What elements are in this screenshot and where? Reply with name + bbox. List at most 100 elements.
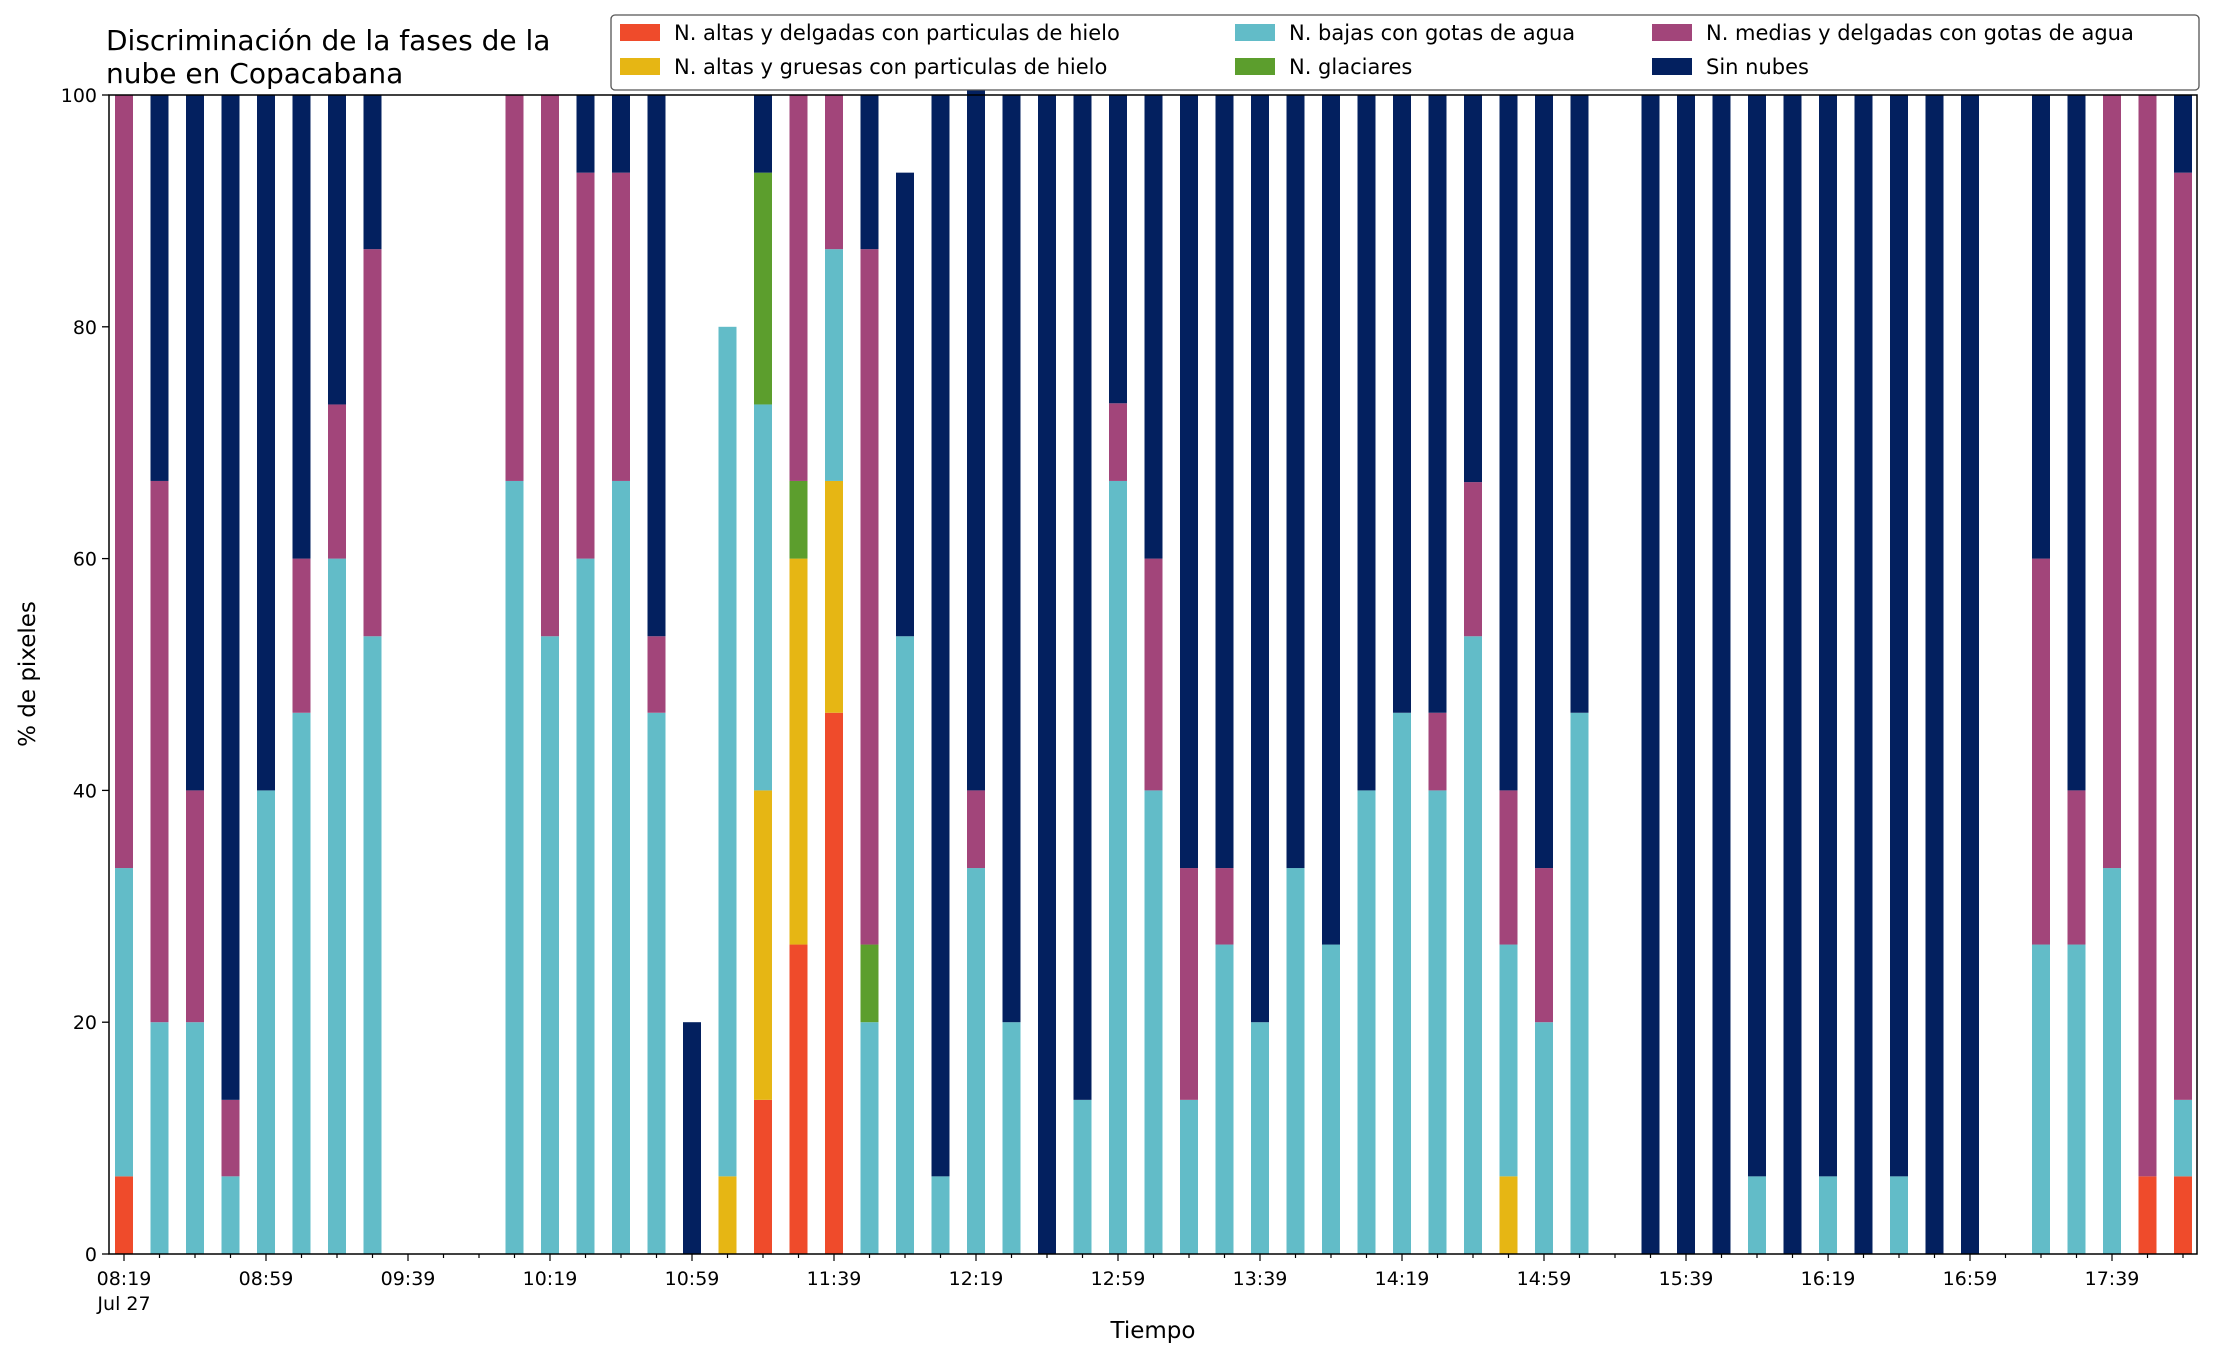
x-tick-label-11: 15:39: [1659, 1268, 1714, 1290]
bar-segment-5-s5: [292, 95, 311, 559]
y-tick-label-4: 80: [73, 317, 97, 339]
bar-segment-34-s2: [1322, 944, 1340, 1254]
y-axis-title: % de pixeles: [15, 601, 41, 747]
bar-segment-41-s2: [1570, 712, 1589, 1254]
bar-segment-38-s4: [1464, 482, 1482, 637]
bar-segment-40-s2: [1535, 1022, 1553, 1254]
x-tick-label-6: 12:19: [949, 1268, 1004, 1290]
bar-segment-30-s4: [1180, 868, 1198, 1100]
bar-segment-7-s5: [363, 95, 382, 250]
bar-segment-6-s2: [328, 558, 346, 1254]
bar-segment-39-s1: [1499, 1176, 1518, 1254]
legend-swatch-0: [620, 24, 660, 41]
bar-segment-4-s5: [257, 95, 275, 791]
bar-segment-54-s4: [2032, 558, 2050, 945]
bar-segment-1-s4: [150, 480, 169, 1023]
bar-segment-28-s5: [1109, 95, 1127, 404]
bar-segment-21-s5: [860, 95, 879, 250]
bar-segment-40-s5: [1535, 95, 1553, 869]
bar-segment-18-s1: [754, 790, 772, 1100]
y-tick-label-5: 100: [61, 85, 97, 107]
x-tick-label-13: 16:59: [1943, 1268, 1998, 1290]
bar-segment-48-s5: [1819, 95, 1837, 1177]
bar-segment-55-s4: [2067, 790, 2086, 945]
bar-segment-19-s1: [789, 558, 808, 945]
bar-segment-18-s5: [754, 95, 772, 173]
bars-layer: [115, 17, 2192, 1254]
bar-segment-39-s2: [1499, 944, 1518, 1177]
bar-segment-50-s2: [1890, 1176, 1908, 1254]
bar-segment-12-s2: [541, 636, 559, 1254]
y-axis: 0 20 40 60 80 100: [61, 85, 109, 1266]
bar-segment-20-s0: [825, 712, 843, 1254]
bar-segment-54-s5: [2032, 95, 2050, 559]
bar-segment-15-s5: [647, 95, 666, 637]
legend-label-4: N. medias y delgadas con gotas de agua: [1706, 21, 2134, 45]
legend-swatch-5: [1652, 58, 1692, 75]
bar-segment-39-s5: [1499, 95, 1518, 791]
bar-segment-7-s2: [363, 636, 382, 1254]
bar-segment-15-s2: [647, 712, 666, 1254]
bar-segment-58-s4: [2174, 172, 2192, 1100]
bar-segment-57-s4: [2138, 95, 2157, 1177]
bar-segment-50-s5: [1890, 95, 1908, 1177]
bar-segment-12-s4: [541, 95, 559, 637]
y-tick-label-1: 20: [73, 1012, 97, 1034]
bar-segment-34-s5: [1322, 95, 1340, 945]
bar-segment-44-s5: [1677, 95, 1695, 1254]
bar-segment-58-s2: [2174, 1099, 2192, 1177]
bar-segment-14-s2: [612, 480, 630, 1254]
bar-segment-45-s5: [1712, 95, 1731, 1254]
chart-title: Discriminación de la fases de la nube en…: [106, 24, 550, 90]
bar-segment-29-s4: [1144, 558, 1163, 791]
legend-swatch-3: [1235, 58, 1275, 75]
x-axis-title: Tiempo: [1110, 1318, 1196, 1344]
y-tick-label-0: 0: [85, 1244, 97, 1266]
x-tick-label-0: 08:19: [97, 1268, 152, 1290]
legend-label-3: N. glaciares: [1289, 55, 1412, 79]
bar-segment-39-s4: [1499, 790, 1518, 945]
bar-segment-15-s4: [647, 636, 666, 713]
bar-segment-33-s2: [1286, 868, 1305, 1254]
legend-swatch-2: [1235, 24, 1275, 41]
bar-segment-27-s2: [1073, 1099, 1092, 1254]
legend-label-0: N. altas y delgadas con particulas de hi…: [674, 21, 1120, 45]
bar-segment-52-s5: [1961, 95, 1979, 1254]
bar-segment-57-s0: [2138, 1176, 2157, 1254]
chart-title-line-1: Discriminación de la fases de la: [106, 24, 550, 57]
bar-segment-27-s5: [1073, 95, 1092, 1100]
bar-segment-48-s2: [1819, 1176, 1837, 1254]
bar-segment-28-s4: [1109, 403, 1127, 481]
bar-segment-0-s2: [115, 868, 133, 1177]
bar-segment-29-s5: [1144, 95, 1163, 559]
y-tick-label-2: 40: [73, 780, 97, 802]
bar-segment-7-s4: [363, 249, 382, 637]
bar-segment-35-s5: [1357, 95, 1376, 791]
bar-segment-46-s2: [1748, 1176, 1766, 1254]
x-axis: 08:19 08:59 09:39 10:19 10:59 11:39 12:19 12:59…: [96, 1254, 2184, 1315]
legend-swatch-1: [620, 58, 660, 75]
chart-title-line-2: nube en Copacabana: [106, 57, 403, 90]
bar-segment-17-s1: [718, 1176, 737, 1254]
bar-segment-21-s2: [860, 1022, 879, 1254]
bar-segment-11-s4: [505, 95, 524, 481]
bar-segment-35-s2: [1357, 790, 1376, 1254]
x-tick-label-12: 16:19: [1801, 1268, 1856, 1290]
bar-segment-30-s5: [1180, 95, 1198, 869]
bar-segment-36-s2: [1393, 712, 1411, 1254]
bar-segment-56-s4: [2103, 95, 2121, 869]
bar-segment-1-s2: [150, 1022, 169, 1254]
x-tick-date-label: Jul 27: [96, 1293, 150, 1315]
bar-segment-49-s5: [1854, 95, 1873, 1254]
bar-segment-25-s2: [1002, 1022, 1021, 1254]
bar-segment-18-s3: [754, 172, 772, 405]
x-tick-label-14: 17:39: [2085, 1268, 2140, 1290]
bar-segment-13-s5: [576, 95, 595, 173]
bar-segment-20-s1: [825, 480, 843, 713]
bar-segment-32-s2: [1251, 1022, 1269, 1254]
legend-label-5: Sin nubes: [1706, 55, 1809, 79]
bar-segment-14-s5: [612, 95, 630, 173]
bar-segment-31-s4: [1215, 868, 1234, 945]
bar-segment-17-s2: [718, 326, 737, 1177]
